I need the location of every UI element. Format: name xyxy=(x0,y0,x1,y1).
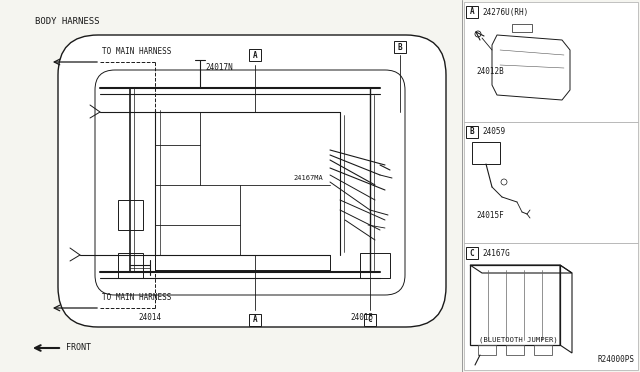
Bar xyxy=(249,49,261,61)
Text: 24015F: 24015F xyxy=(476,211,504,219)
Text: 24015: 24015 xyxy=(350,314,373,323)
Text: C: C xyxy=(470,248,474,257)
Bar xyxy=(464,2,638,122)
Bar xyxy=(464,122,638,243)
Text: A: A xyxy=(470,7,474,16)
Bar xyxy=(118,200,143,230)
Text: B: B xyxy=(470,128,474,137)
Text: BODY HARNESS: BODY HARNESS xyxy=(35,17,99,26)
Text: R24000PS: R24000PS xyxy=(598,356,635,365)
Bar xyxy=(506,345,524,355)
Text: FRONT: FRONT xyxy=(66,343,91,353)
Text: 24059: 24059 xyxy=(482,128,505,137)
Bar xyxy=(466,247,478,259)
Text: 24276U(RH): 24276U(RH) xyxy=(482,7,528,16)
Text: 24014: 24014 xyxy=(138,314,161,323)
Bar xyxy=(364,314,376,326)
Text: 24167G: 24167G xyxy=(482,248,509,257)
Bar xyxy=(394,41,406,53)
Bar xyxy=(464,243,638,370)
Bar xyxy=(478,345,496,355)
Bar xyxy=(466,126,478,138)
Bar xyxy=(534,345,552,355)
Bar xyxy=(472,142,500,164)
Text: 24167MA: 24167MA xyxy=(293,175,323,181)
FancyBboxPatch shape xyxy=(58,35,446,327)
Text: A: A xyxy=(253,51,257,60)
Text: B: B xyxy=(397,42,403,51)
Bar xyxy=(249,314,261,326)
Bar xyxy=(118,253,143,278)
Text: 24017N: 24017N xyxy=(205,64,233,73)
Text: 24012B: 24012B xyxy=(476,67,504,77)
Bar xyxy=(360,253,390,278)
Text: TO MAIN HARNESS: TO MAIN HARNESS xyxy=(102,48,172,57)
Text: C: C xyxy=(368,315,372,324)
Text: TO MAIN HARNESS: TO MAIN HARNESS xyxy=(102,294,172,302)
Text: (BLUETOOTH JUMPER): (BLUETOOTH JUMPER) xyxy=(479,337,557,343)
Bar xyxy=(466,6,478,18)
Text: A: A xyxy=(253,315,257,324)
